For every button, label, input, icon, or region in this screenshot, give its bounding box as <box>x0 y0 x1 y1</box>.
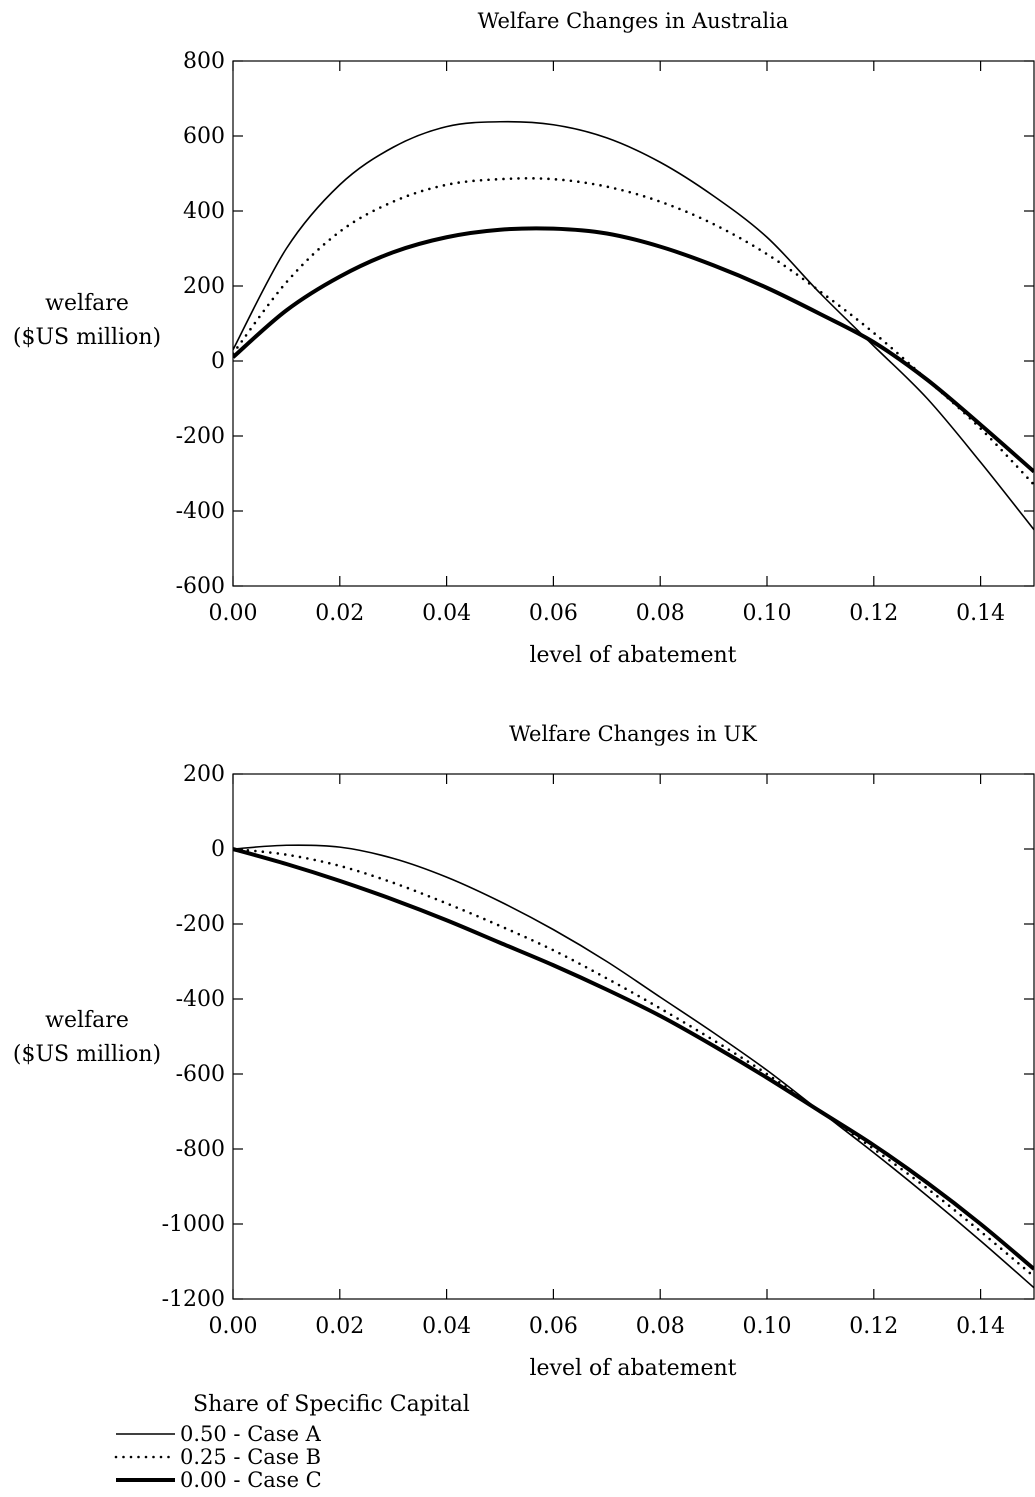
series-line-0-25-case-b <box>233 847 1034 1278</box>
legend: Share of Specific Capital 0.50 - Case A … <box>114 1392 470 1492</box>
chart-title: Welfare Changes in Australia <box>478 9 789 33</box>
x-tick-label: 0.14 <box>956 601 1005 626</box>
y-tick-label: -200 <box>176 424 225 449</box>
y-axis-label-line2: ($US million) <box>13 1042 161 1067</box>
chart-title: Welfare Changes in UK <box>509 722 757 746</box>
y-tick-label: -400 <box>176 987 225 1012</box>
x-tick-label: 0.04 <box>422 601 471 626</box>
legend-label-case-c: 0.00 - Case C <box>180 1468 322 1492</box>
y-tick-label: -1200 <box>162 1287 225 1312</box>
x-tick-label: 0.12 <box>849 601 898 626</box>
series-line-0-00-case-c <box>233 847 1034 1271</box>
series-line-0-50-case-a <box>233 844 1034 1289</box>
y-tick-label: 800 <box>183 49 225 74</box>
y-tick-label: 200 <box>183 274 225 299</box>
y-tick-label: 600 <box>183 124 225 149</box>
legend-label-case-a: 0.50 - Case A <box>180 1422 322 1446</box>
x-tick-label: 0.10 <box>743 1314 792 1339</box>
legend-label-case-b: 0.25 - Case B <box>180 1445 321 1469</box>
plot-frame <box>232 773 1035 1300</box>
y-tick-label: 200 <box>183 762 225 787</box>
x-tick-label: 0.14 <box>956 1314 1005 1339</box>
x-tick-label: 0.00 <box>209 1314 258 1339</box>
legend-title: Share of Specific Capital <box>193 1392 470 1417</box>
y-tick-label: -600 <box>176 1062 225 1087</box>
x-tick-label: 0.06 <box>529 601 578 626</box>
chart-australia: Welfare Changes in Australia welfare ($U… <box>13 9 1035 668</box>
chart-uk: Welfare Changes in UK welfare ($US milli… <box>13 722 1035 1381</box>
y-tick-label: 0 <box>211 349 225 374</box>
y-tick-label: 0 <box>211 837 225 862</box>
series-line-0-00-case-c <box>233 226 1034 474</box>
plot-frame <box>232 60 1035 587</box>
x-axis-label: level of abatement <box>530 1356 737 1381</box>
series-line-0-50-case-a <box>233 120 1034 531</box>
y-tick-label: 400 <box>183 199 225 224</box>
y-axis-label-line2: ($US million) <box>13 325 161 350</box>
x-tick-label: 0.12 <box>849 1314 898 1339</box>
series-line-0-25-case-b <box>233 177 1034 487</box>
y-axis-label-line1: welfare <box>45 1008 129 1033</box>
x-tick-label: 0.02 <box>315 601 364 626</box>
y-axis-label-line1: welfare <box>45 291 129 316</box>
x-tick-label: 0.08 <box>636 601 685 626</box>
x-tick-label: 0.00 <box>209 601 258 626</box>
y-tick-label: -600 <box>176 574 225 599</box>
x-tick-label: 0.08 <box>636 1314 685 1339</box>
x-axis-label: level of abatement <box>530 643 737 668</box>
y-tick-label: -200 <box>176 912 225 937</box>
x-tick-label: 0.06 <box>529 1314 578 1339</box>
x-tick-label: 0.04 <box>422 1314 471 1339</box>
y-tick-label: -400 <box>176 499 225 524</box>
y-tick-label: -1000 <box>162 1212 225 1237</box>
x-tick-label: 0.02 <box>315 1314 364 1339</box>
y-tick-label: -800 <box>176 1137 225 1162</box>
x-tick-label: 0.10 <box>743 601 792 626</box>
